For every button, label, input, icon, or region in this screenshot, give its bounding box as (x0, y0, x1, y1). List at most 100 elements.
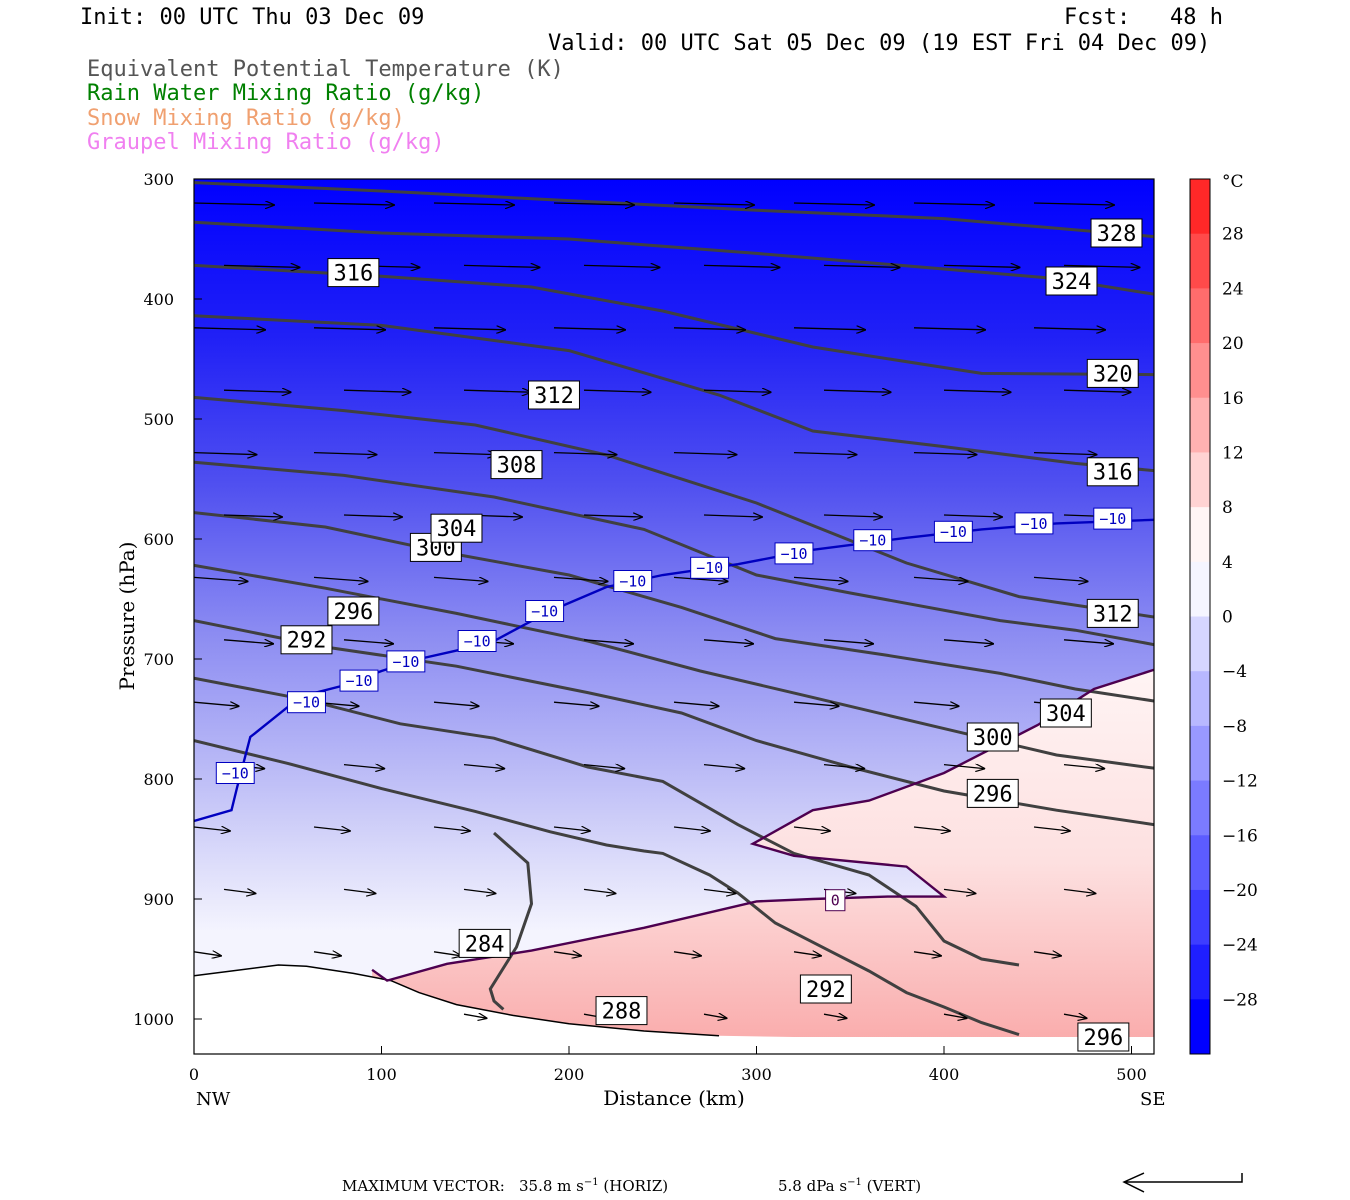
colorbar-tick-label: −28 (1222, 990, 1258, 1010)
x-tick-label: 100 (366, 1065, 397, 1084)
theta-e-label-box (528, 380, 580, 410)
theta-e-line (194, 460, 1154, 647)
temperature-label: −10 (619, 572, 646, 590)
theta-e-label: 300 (973, 726, 1013, 751)
terrain-line (194, 964, 720, 1037)
theta-e-label-box (1045, 266, 1098, 296)
colorbar-tick-label: −4 (1222, 662, 1247, 682)
wind-vector (343, 390, 411, 392)
wind-vector (313, 203, 394, 205)
y-tick-label: 600 (143, 530, 174, 549)
wind-vector (1063, 1014, 1087, 1018)
theta-e-label: 316 (1093, 461, 1133, 486)
terrain-fill (194, 965, 1154, 1054)
wind-vector (463, 1014, 487, 1018)
x-tick-label: 0 (189, 1065, 199, 1084)
colorbar-tick-label: 4 (1222, 553, 1233, 573)
theta-e-label-box (1039, 698, 1092, 728)
wind-vector (913, 577, 967, 581)
y-tick-label: 300 (143, 170, 174, 189)
temperature-label: −10 (859, 532, 886, 550)
wind-vector (793, 702, 839, 706)
wind-vector (1033, 827, 1070, 831)
wind-vector (223, 515, 282, 517)
y-axis-label: Pressure (hPa) (115, 542, 139, 691)
wind-vector (673, 203, 754, 205)
wind-vector (463, 889, 495, 893)
temperature-label: −10 (531, 602, 558, 620)
wind-vector (913, 203, 994, 205)
wind-vector (703, 1014, 727, 1018)
temperature-label-box (287, 691, 326, 714)
theta-e-label: 320 (1093, 362, 1133, 387)
wind-vector (223, 889, 255, 893)
wind-vector (313, 827, 350, 831)
wind-vector (343, 515, 402, 517)
x-tick-label: 200 (554, 1065, 585, 1084)
temperature-label-box (215, 762, 255, 784)
wind-vector (1063, 390, 1131, 392)
theta-e-line (194, 181, 1154, 239)
wind-vector (943, 390, 1011, 392)
theta-e-label-box (1086, 457, 1139, 487)
colorbar-band (1190, 889, 1210, 946)
wind-vector (943, 265, 1020, 267)
wind-vector (703, 765, 744, 769)
wind-vector (583, 515, 642, 517)
temperature-line (371, 668, 1154, 982)
wind-vector (823, 765, 864, 769)
forecast-hour: Fcst: 48 h (1064, 5, 1223, 30)
max-vector-label: MAXIMUM VECTOR: (342, 1177, 505, 1195)
wind-vector (943, 1014, 967, 1018)
wind-vector (194, 328, 265, 330)
wind-vector (194, 952, 221, 956)
wind-vector (1033, 328, 1105, 330)
wind-vector (194, 702, 239, 706)
wind-vector (1033, 952, 1061, 956)
temperature-label: −10 (293, 694, 320, 712)
wind-vector (343, 765, 384, 769)
theta-e-line (488, 831, 534, 1011)
wind-vector (553, 827, 590, 831)
theta-e-label-box (799, 974, 852, 1004)
y-tick-label: 1000 (133, 1010, 174, 1029)
temperature-label: −10 (1020, 515, 1047, 533)
theta-e-line (194, 511, 1154, 703)
wind-vector (343, 640, 393, 644)
temperature-label-box (1093, 507, 1133, 530)
wind-vector (1063, 640, 1113, 644)
theta-e-label-box (1086, 598, 1139, 628)
theta-e-label-box (280, 625, 333, 655)
y-tick-label: 400 (143, 290, 174, 309)
colorbar-tick-label: 0 (1222, 608, 1233, 628)
theta-e-label-box (595, 996, 648, 1026)
temperature-field (194, 179, 1154, 1054)
colorbar-band (1190, 616, 1210, 672)
legend-theta-e: Equivalent Potential Temperature (K) (87, 57, 564, 82)
wind-vector (943, 640, 993, 644)
wind-vector (223, 640, 273, 644)
x-tick-label: 300 (741, 1065, 772, 1084)
wind-vector (673, 952, 701, 956)
theta-e-line (194, 739, 1020, 1037)
wind-vector (433, 827, 470, 831)
init-time: Init: 00 UTC Thu 03 Dec 09 (80, 5, 425, 30)
temperature-label-box (774, 542, 814, 565)
theta-e-label: 296 (1084, 1026, 1124, 1051)
temperature-colorbar: °C 28 24 20 16 12 8 4 0 −4 −8 −12 −16 −20 −24 −28 (1189, 172, 1258, 1055)
colorbar-tick-label: −8 (1222, 717, 1247, 737)
colorbar-tick-label: 28 (1222, 225, 1244, 245)
colorbar-tick-label: 12 (1222, 443, 1244, 463)
wind-vector (1033, 453, 1096, 455)
colorbar-band (1190, 561, 1210, 617)
theta-e-label: 292 (287, 629, 327, 654)
wind-vector (583, 265, 660, 267)
temperature-label: −10 (392, 653, 419, 671)
theta-e-line (194, 263, 1154, 377)
colorbar-band (1190, 179, 1210, 235)
theta-e-label: 296 (973, 782, 1013, 807)
wind-vector (943, 889, 975, 893)
colorbar-band (1190, 725, 1210, 782)
wind-vector (433, 453, 496, 455)
